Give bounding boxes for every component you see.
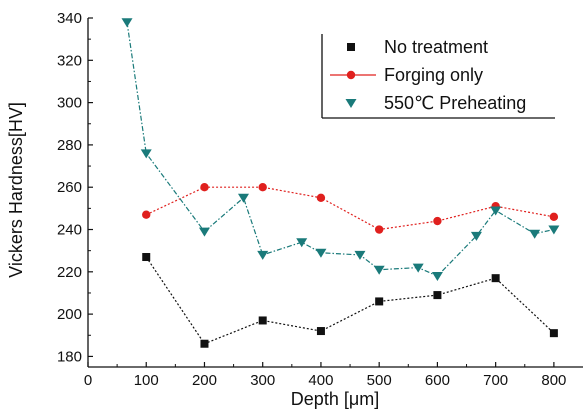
x-tick-label: 500	[367, 372, 392, 389]
data-point	[121, 18, 133, 28]
series-layer	[121, 18, 560, 348]
data-point	[491, 274, 500, 283]
legend-marker	[346, 70, 356, 80]
legend-label: Forging only	[384, 65, 483, 85]
data-point	[433, 216, 442, 226]
data-point	[200, 183, 209, 192]
legend-marker	[345, 99, 357, 108]
y-tick-label: 180	[57, 348, 82, 365]
data-point	[315, 248, 327, 258]
y-tick-label: 320	[57, 52, 82, 69]
data-point	[142, 253, 151, 262]
legend-label: No treatment	[384, 37, 488, 57]
y-axis-title: Vickers Hardness[HV]	[6, 102, 26, 278]
x-tick-label: 800	[541, 372, 566, 389]
x-tick-label: 0	[84, 372, 92, 389]
series-group	[142, 253, 558, 348]
data-point	[258, 316, 267, 325]
y-tick-label: 200	[57, 306, 82, 323]
series-line	[145, 186, 554, 231]
data-point	[470, 231, 482, 241]
data-point	[490, 206, 502, 216]
y-tick-label: 340	[57, 10, 82, 27]
legend: No treatment Forging only 550℃ Preheating	[321, 34, 555, 119]
y-tick-label: 260	[57, 179, 82, 196]
x-tick-label: 300	[250, 372, 275, 389]
y-tick-label: 240	[57, 222, 82, 239]
x-tick-label: 700	[483, 372, 508, 389]
data-point	[257, 250, 269, 260]
data-point	[375, 297, 384, 306]
data-point	[549, 329, 558, 338]
series-group	[142, 183, 559, 234]
data-point	[431, 272, 443, 282]
x-axis-title: Depth [μm]	[291, 389, 379, 409]
data-point	[412, 263, 424, 273]
data-point	[373, 265, 385, 275]
legend-label: 550℃ Preheating	[384, 93, 526, 113]
data-point	[296, 238, 308, 248]
data-point	[200, 339, 209, 348]
data-point	[142, 210, 151, 219]
data-point	[374, 225, 384, 234]
data-point	[529, 229, 541, 239]
plot-frame	[87, 18, 583, 368]
y-tick-label: 280	[57, 137, 82, 154]
x-tick-label: 400	[308, 372, 333, 389]
data-point	[258, 183, 267, 192]
series-group	[121, 18, 560, 282]
x-axis-ticks: 0 100 200 300 400 500 600 700 800	[84, 362, 566, 389]
data-point	[198, 227, 210, 237]
data-point	[433, 291, 442, 300]
data-point	[237, 193, 249, 203]
x-tick-label: 100	[134, 372, 159, 389]
data-point	[316, 327, 325, 336]
data-point	[354, 250, 366, 260]
data-point	[140, 149, 152, 159]
x-tick-label: 600	[425, 372, 450, 389]
data-point	[316, 193, 326, 202]
legend-marker	[347, 43, 355, 51]
y-tick-label: 300	[57, 95, 82, 112]
data-point	[549, 212, 559, 222]
x-tick-label: 200	[192, 372, 217, 389]
series-line	[126, 22, 555, 277]
y-tick-label: 220	[57, 264, 82, 281]
y-axis-ticks: 180 200 220 240 260 280 300 320 340	[57, 10, 93, 365]
data-point	[548, 225, 560, 235]
series-line	[145, 256, 555, 345]
